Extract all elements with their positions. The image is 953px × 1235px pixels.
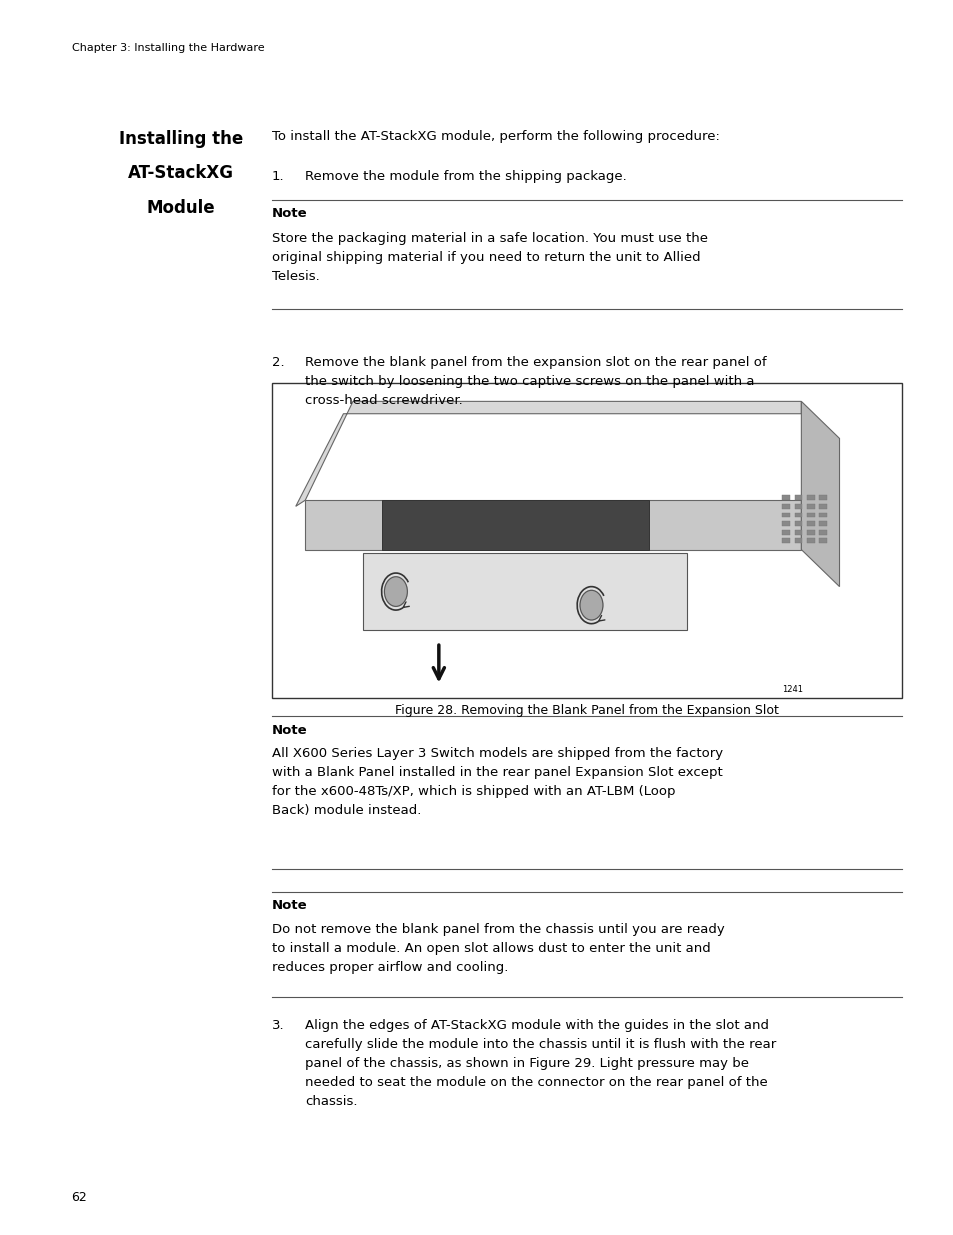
- Text: Note: Note: [272, 899, 307, 913]
- Bar: [794, 538, 801, 543]
- Bar: [381, 500, 648, 550]
- Text: Store the packaging material in a safe location. You must use the
original shipp: Store the packaging material in a safe l…: [272, 232, 707, 283]
- Text: Note: Note: [272, 207, 307, 221]
- Circle shape: [384, 577, 407, 606]
- Bar: [806, 513, 814, 517]
- Polygon shape: [801, 401, 839, 587]
- Text: Note: Note: [272, 724, 307, 737]
- Bar: [806, 521, 814, 526]
- Text: 62: 62: [71, 1191, 88, 1204]
- Text: AT-StackXG: AT-StackXG: [128, 164, 234, 183]
- Text: Figure 28. Removing the Blank Panel from the Expansion Slot: Figure 28. Removing the Blank Panel from…: [395, 704, 778, 718]
- Text: Chapter 3: Installing the Hardware: Chapter 3: Installing the Hardware: [71, 43, 264, 53]
- Bar: [781, 530, 789, 535]
- Bar: [806, 504, 814, 509]
- Bar: [806, 495, 814, 500]
- Text: 3.: 3.: [272, 1019, 284, 1032]
- Bar: [819, 530, 826, 535]
- Text: All X600 Series Layer 3 Switch models are shipped from the factory
with a Blank : All X600 Series Layer 3 Switch models ar…: [272, 747, 722, 818]
- Bar: [806, 538, 814, 543]
- Text: Remove the blank panel from the expansion slot on the rear panel of
the switch b: Remove the blank panel from the expansio…: [305, 356, 766, 406]
- Circle shape: [579, 590, 602, 620]
- Bar: [781, 513, 789, 517]
- Bar: [819, 495, 826, 500]
- Bar: [781, 538, 789, 543]
- Text: Do not remove the blank panel from the chassis until you are ready
to install a : Do not remove the blank panel from the c…: [272, 923, 724, 973]
- Bar: [794, 495, 801, 500]
- Bar: [806, 530, 814, 535]
- Bar: [819, 513, 826, 517]
- Text: 1.: 1.: [272, 170, 284, 184]
- Text: Align the edges of AT-StackXG module with the guides in the slot and
carefully s: Align the edges of AT-StackXG module wit…: [305, 1019, 776, 1108]
- Text: 1241: 1241: [781, 685, 802, 694]
- Bar: [819, 538, 826, 543]
- Bar: [794, 530, 801, 535]
- Bar: [794, 521, 801, 526]
- Polygon shape: [295, 401, 801, 506]
- Text: Installing the: Installing the: [119, 130, 243, 148]
- Bar: [781, 504, 789, 509]
- Bar: [781, 495, 789, 500]
- Bar: [794, 504, 801, 509]
- Text: Module: Module: [147, 199, 215, 217]
- Bar: [794, 513, 801, 517]
- Polygon shape: [305, 500, 801, 550]
- Text: To install the AT-StackXG module, perform the following procedure:: To install the AT-StackXG module, perfor…: [272, 130, 719, 143]
- Bar: [781, 521, 789, 526]
- Bar: [272, 383, 901, 698]
- Polygon shape: [362, 553, 686, 630]
- Bar: [819, 521, 826, 526]
- Text: 2.: 2.: [272, 356, 284, 369]
- Text: Remove the module from the shipping package.: Remove the module from the shipping pack…: [305, 170, 626, 184]
- Bar: [819, 504, 826, 509]
